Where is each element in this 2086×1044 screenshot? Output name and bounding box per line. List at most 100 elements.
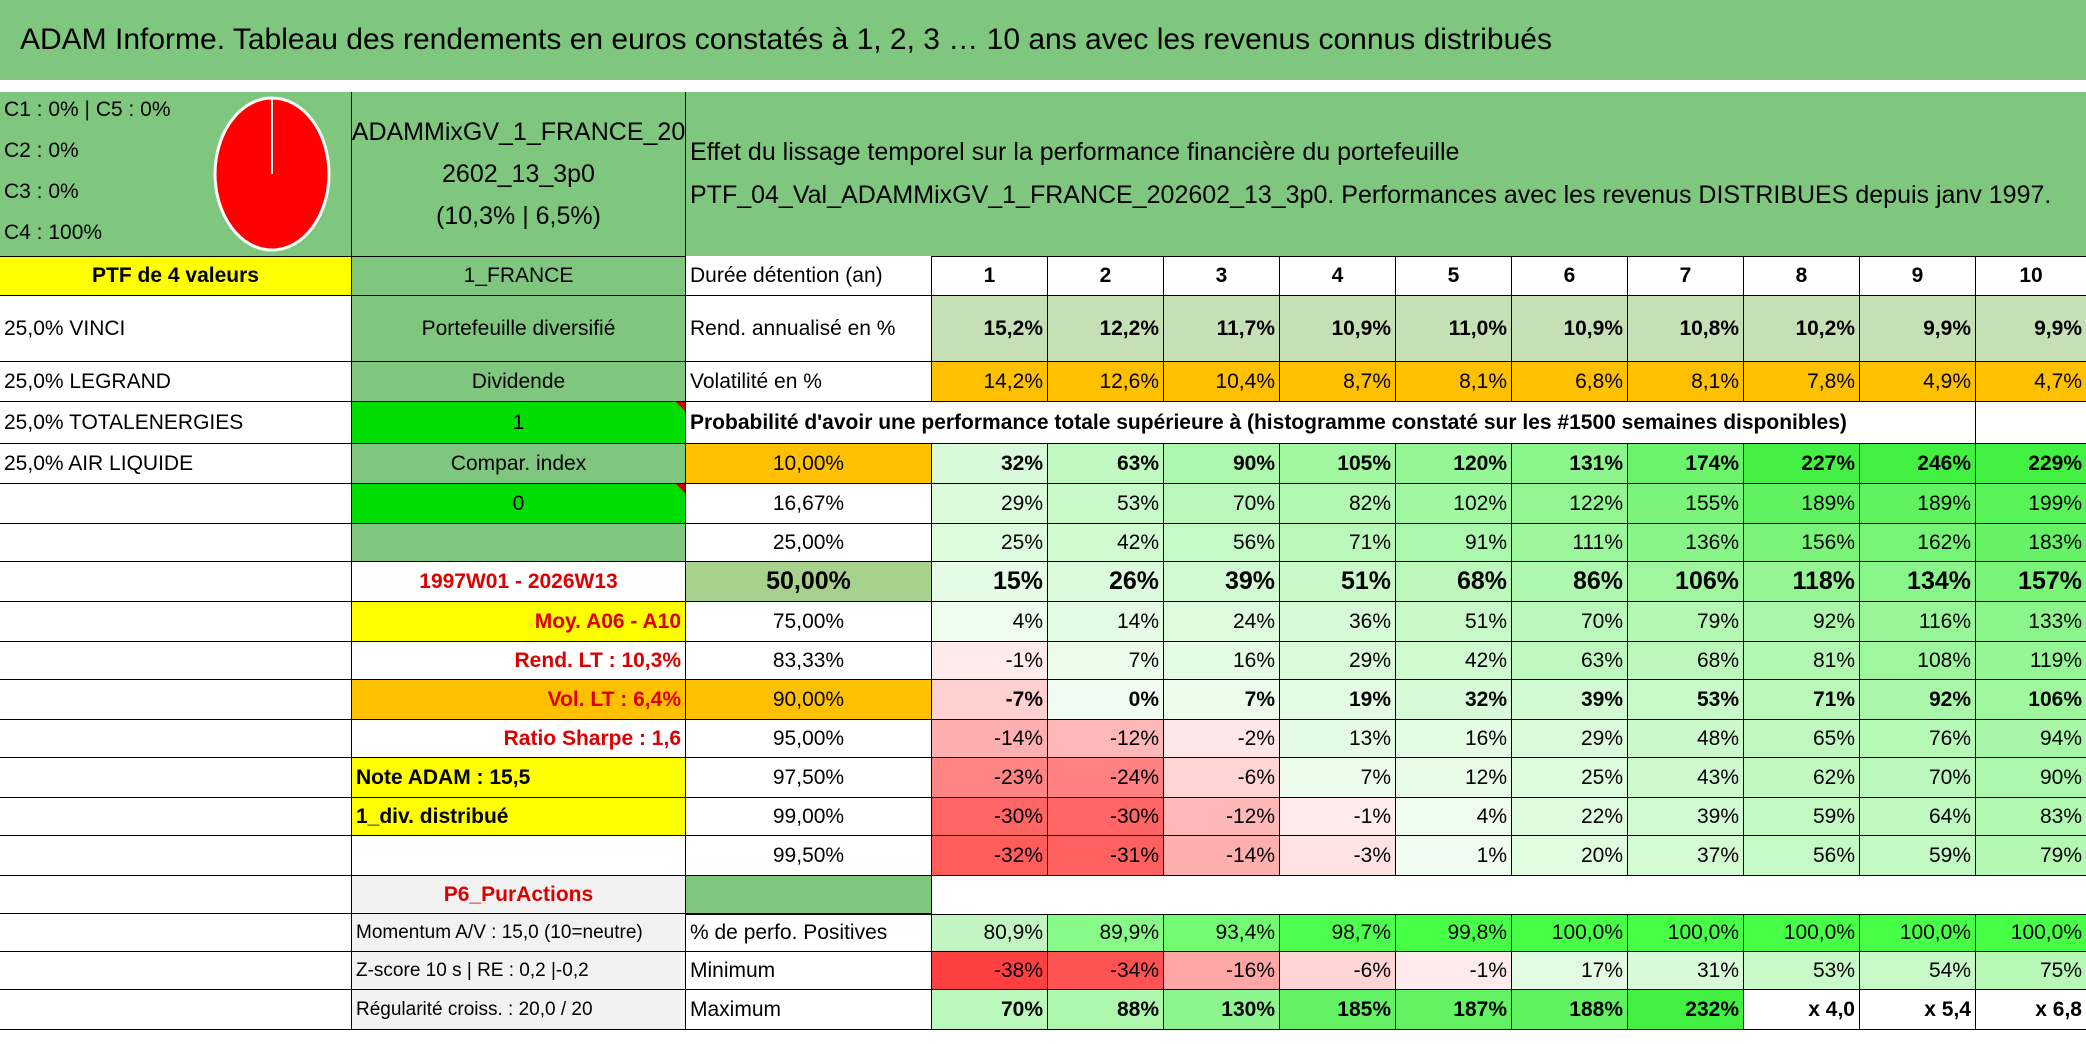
quantile-value: 81% <box>1743 642 1859 680</box>
probability-header: Probabilité d'avoir une performance tota… <box>685 402 1975 444</box>
positive-perf-value: 100,0% <box>1859 914 1975 952</box>
positive-perf-value: 89,9% <box>1047 914 1163 952</box>
quantile-value: 227% <box>1743 444 1859 484</box>
allocation-list: C1 : 0% | C5 : 0% C2 : 0% C3 : 0% C4 : 1… <box>4 98 171 256</box>
dividend-value: 1 <box>351 402 685 444</box>
quantile-value: 7% <box>1279 758 1395 798</box>
quantile-label: 25,00% <box>685 524 931 562</box>
quantile-value: 79% <box>1627 602 1743 642</box>
quantile-value: 111% <box>1511 524 1627 562</box>
quantile-value: 155% <box>1627 484 1743 524</box>
quantile-value: -1% <box>931 642 1047 680</box>
minimum-value: 31% <box>1627 952 1743 990</box>
holding-totalenergies: 25,0% TOTALENERGIES <box>0 402 351 444</box>
quantile-value: 64% <box>1859 798 1975 836</box>
quantile-value: -3% <box>1279 836 1395 876</box>
quantile-value: 90% <box>1975 758 2086 798</box>
dividend-label: Dividende <box>351 362 685 402</box>
quantile-label: 83,33% <box>685 642 931 680</box>
minimum-value: -16% <box>1163 952 1279 990</box>
positive-perf-value: 100,0% <box>1627 914 1743 952</box>
quantile-value: 189% <box>1743 484 1859 524</box>
quantile-value: 7% <box>1163 680 1279 720</box>
allocation-line: C3 : 0% <box>4 180 79 203</box>
year-header: 5 <box>1395 256 1511 296</box>
quantile-value: 29% <box>1511 720 1627 758</box>
quantile-value: 68% <box>1627 642 1743 680</box>
average-period-label: Moy. A06 - A10 <box>351 602 685 642</box>
quantile-value: 63% <box>1511 642 1627 680</box>
quantile-value: 83% <box>1975 798 2086 836</box>
quantile-value: 90% <box>1163 444 1279 484</box>
quantile-value: 51% <box>1279 562 1395 602</box>
quantile-value: 131% <box>1511 444 1627 484</box>
quantile-value: 102% <box>1395 484 1511 524</box>
maximum-value: 188% <box>1511 990 1627 1030</box>
annual-return-value: 10,2% <box>1743 296 1859 362</box>
quantile-value: 91% <box>1395 524 1511 562</box>
quantile-value: 56% <box>1743 836 1859 876</box>
annual-return-value: 12,2% <box>1047 296 1163 362</box>
quantile-value: 59% <box>1743 798 1859 836</box>
volatility-value: 10,4% <box>1163 362 1279 402</box>
positive-perf-value: 93,4% <box>1163 914 1279 952</box>
quantile-value: 70% <box>1859 758 1975 798</box>
annual-return-value: 10,8% <box>1627 296 1743 362</box>
empty-left-cell <box>0 602 351 642</box>
quantile-value: -31% <box>1047 836 1163 876</box>
minimum-value: 54% <box>1859 952 1975 990</box>
quantile-value: 189% <box>1859 484 1975 524</box>
quantile-value: 62% <box>1743 758 1859 798</box>
regularity-indicator: Régularité croiss. : 20,0 / 20 <box>351 990 685 1030</box>
quantile-value: 1% <box>1395 836 1511 876</box>
allocation-line: C1 : 0% | C5 : 0% <box>4 98 171 121</box>
quantile-label: 99,50% <box>685 836 931 876</box>
quantile-value: 39% <box>1511 680 1627 720</box>
long-term-return: Rend. LT : 10,3% <box>351 642 685 680</box>
quantile-value: -12% <box>1047 720 1163 758</box>
quantile-value: 119% <box>1975 642 2086 680</box>
empty-left-cell <box>0 876 351 914</box>
quantile-value: 71% <box>1743 680 1859 720</box>
quantile-value: -30% <box>1047 798 1163 836</box>
maximum-value: 185% <box>1279 990 1395 1030</box>
quantile-value: 56% <box>1163 524 1279 562</box>
annual-return-value: 11,0% <box>1395 296 1511 362</box>
year-header: 9 <box>1859 256 1975 296</box>
quantile-value: -6% <box>1163 758 1279 798</box>
quantile-value: 29% <box>1279 642 1395 680</box>
annual-return-value: 9,9% <box>1975 296 2086 362</box>
holding-air-liquide: 25,0% AIR LIQUIDE <box>0 444 351 484</box>
minimum-value: 75% <box>1975 952 2086 990</box>
quantile-value: -30% <box>931 798 1047 836</box>
quantile-value: 108% <box>1859 642 1975 680</box>
quantile-value: 246% <box>1859 444 1975 484</box>
empty-left-cell <box>0 952 351 990</box>
quantile-value: 122% <box>1511 484 1627 524</box>
maximum-value: 88% <box>1047 990 1163 1030</box>
empty-profile-row <box>931 876 2086 914</box>
annual-return-value: 15,2% <box>931 296 1047 362</box>
positive-perf-value: 100,0% <box>1743 914 1859 952</box>
compar-index-value: 0 <box>351 484 685 524</box>
year-header: 1 <box>931 256 1047 296</box>
quantile-value: 19% <box>1279 680 1395 720</box>
quantile-value: 22% <box>1511 798 1627 836</box>
volatility-value: 7,8% <box>1743 362 1859 402</box>
volatility-value: 4,9% <box>1859 362 1975 402</box>
quantile-value: 7% <box>1047 642 1163 680</box>
fund-name-block: ADAMMixGV_1_FRANCE_20 2602_13_3p0 (10,3%… <box>351 92 685 256</box>
empty-left-cell <box>0 484 351 524</box>
portfolio-type: Portefeuille diversifié <box>351 296 685 362</box>
year-header: 2 <box>1047 256 1163 296</box>
minimum-value: -1% <box>1395 952 1511 990</box>
year-header: 8 <box>1743 256 1859 296</box>
quantile-value: -2% <box>1163 720 1279 758</box>
empty-left-cell <box>0 562 351 602</box>
portfolio-size-label: PTF de 4 valeurs <box>0 256 351 296</box>
quantile-value: 70% <box>1163 484 1279 524</box>
quantile-value: 39% <box>1627 798 1743 836</box>
quantile-value: 12% <box>1395 758 1511 798</box>
quantile-value: 37% <box>1627 836 1743 876</box>
country-label: 1_FRANCE <box>351 256 685 296</box>
